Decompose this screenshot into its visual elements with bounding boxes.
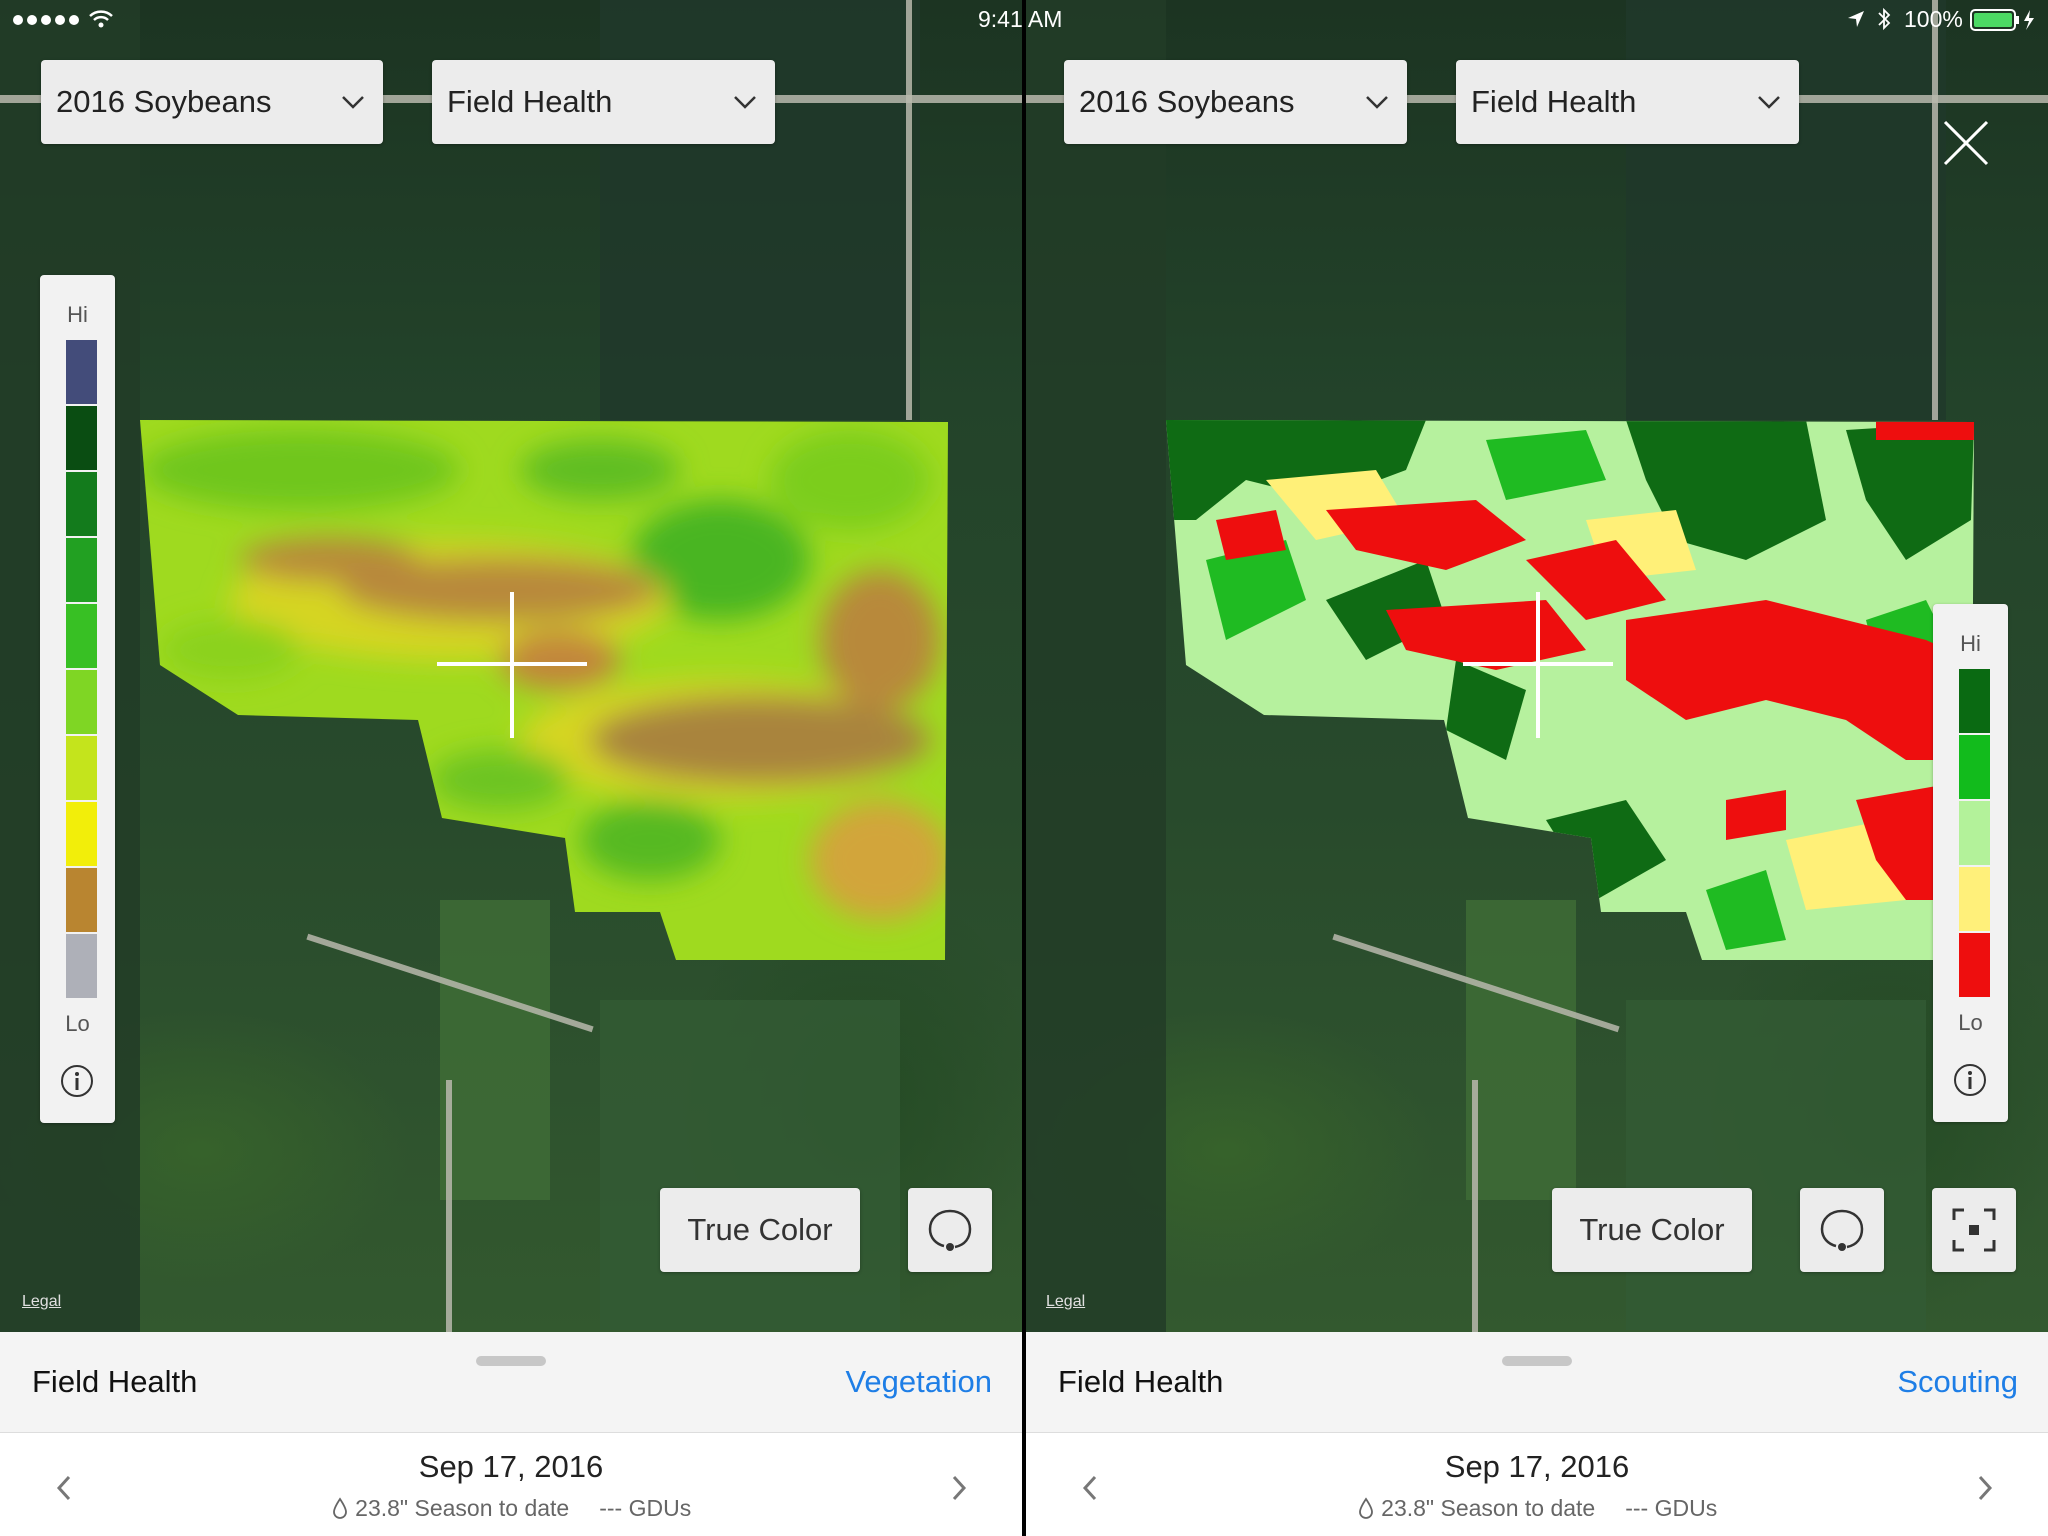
- legend-hi-label: Hi: [1960, 631, 1981, 656]
- legend-swatch: [1959, 867, 1990, 931]
- right-map-pane: 2016 Soybeans Field Health Hi Lo True Co…: [1026, 0, 2048, 1536]
- legend-swatch: [66, 406, 97, 470]
- true-color-button[interactable]: True Color: [660, 1188, 860, 1272]
- legend-swatch: [66, 604, 97, 668]
- date-navigator: Sep 17, 2016 23.8" Season to date --- GDU…: [1026, 1432, 2048, 1536]
- next-date-chevron-icon[interactable]: [947, 1473, 971, 1503]
- legend-swatch: [66, 868, 97, 932]
- lasso-draw-button[interactable]: [1800, 1188, 1884, 1272]
- layer-dropdown-label: Field Health: [447, 84, 613, 119]
- scouting-overlay: [1166, 420, 1974, 960]
- legend-swatch: [66, 538, 97, 602]
- gdus-text: --- GDUs: [1625, 1495, 1718, 1521]
- lasso-draw-button[interactable]: [908, 1188, 992, 1272]
- lasso-icon: [1820, 1209, 1864, 1251]
- crosshair-icon: [437, 592, 587, 738]
- legend-swatch: [66, 736, 97, 800]
- sheet-title: Field Health: [1058, 1364, 1224, 1399]
- legend-swatch: [66, 340, 97, 404]
- health-legend: Hi Lo: [40, 275, 115, 1123]
- battery-charging-icon: [1970, 9, 2034, 31]
- true-color-label: True Color: [1579, 1212, 1725, 1247]
- sheet-drag-handle[interactable]: [476, 1356, 546, 1366]
- raindrop-icon: [332, 1497, 347, 1519]
- crosshair-icon: [1463, 592, 1613, 738]
- sheet-title: Field Health: [32, 1364, 198, 1399]
- status-bar: 9:41 AM 100%: [0, 0, 2048, 40]
- rainfall-text: 23.8" Season to date: [1381, 1495, 1596, 1521]
- chevron-down-icon: [734, 96, 756, 109]
- bottom-sheet-header[interactable]: Field Health Scouting: [1026, 1332, 2048, 1432]
- legal-link[interactable]: Legal: [1046, 1293, 1086, 1310]
- date-label: Sep 17, 2016: [1444, 1449, 1630, 1484]
- rainfall-text: 23.8" Season to date: [355, 1495, 570, 1521]
- legend-swatch: [66, 934, 97, 998]
- wifi-icon: [89, 10, 113, 28]
- raindrop-icon: [1358, 1497, 1373, 1519]
- left-map-pane: 2016 Soybeans Field Health Hi Lo True Co…: [0, 0, 1022, 1536]
- layer-dropdown[interactable]: Field Health: [1456, 60, 1799, 144]
- season-dropdown[interactable]: 2016 Soybeans: [1064, 60, 1407, 144]
- vegetation-overlay: [140, 420, 948, 960]
- chevron-down-icon: [342, 96, 364, 109]
- season-dropdown[interactable]: 2016 Soybeans: [41, 60, 383, 144]
- info-icon[interactable]: [59, 1063, 95, 1099]
- legend-swatch: [66, 802, 97, 866]
- true-color-label: True Color: [687, 1212, 833, 1247]
- true-color-button[interactable]: True Color: [1552, 1188, 1752, 1272]
- vegetation-mode-link[interactable]: Vegetation: [845, 1364, 992, 1399]
- season-stats: 23.8" Season to date --- GDUs: [1026, 1495, 2048, 1522]
- previous-date-chevron-icon[interactable]: [1078, 1473, 1102, 1503]
- previous-date-chevron-icon[interactable]: [52, 1473, 76, 1503]
- date-navigator: Sep 17, 2016 23.8" Season to date --- GDU…: [0, 1432, 1022, 1536]
- clock-time: 9:41 AM: [978, 6, 1063, 32]
- info-icon[interactable]: [1952, 1062, 1988, 1098]
- gdus-text: --- GDUs: [599, 1495, 692, 1521]
- location-arrow-icon: [1848, 11, 1864, 27]
- scouting-mode-link[interactable]: Scouting: [1897, 1364, 2018, 1399]
- close-icon[interactable]: [1941, 118, 1991, 168]
- focus-frame-icon: [1952, 1208, 1996, 1252]
- legend-swatch: [1959, 669, 1990, 733]
- chevron-down-icon: [1758, 96, 1780, 109]
- next-date-chevron-icon[interactable]: [1973, 1473, 1997, 1503]
- battery-percent: 100%: [1904, 6, 1963, 32]
- sheet-drag-handle[interactable]: [1502, 1356, 1572, 1366]
- bottom-sheet-header[interactable]: Field Health Vegetation: [0, 1332, 1022, 1432]
- signal-strength-icon: [13, 15, 79, 25]
- legend-lo-label: Lo: [1958, 1010, 1983, 1035]
- legend-swatch: [66, 670, 97, 734]
- legend-swatch: [1959, 801, 1990, 865]
- recenter-button[interactable]: [1932, 1188, 2016, 1272]
- scouting-legend: Hi Lo: [1933, 604, 2008, 1122]
- legend-lo-label: Lo: [65, 1011, 90, 1036]
- split-divider[interactable]: [1022, 0, 1026, 1536]
- layer-dropdown[interactable]: Field Health: [432, 60, 775, 144]
- date-label: Sep 17, 2016: [418, 1449, 604, 1484]
- bluetooth-icon: [1878, 7, 1891, 31]
- season-dropdown-label: 2016 Soybeans: [56, 84, 272, 119]
- legend-swatch: [66, 472, 97, 536]
- legal-link[interactable]: Legal: [22, 1293, 62, 1310]
- lasso-icon: [928, 1209, 972, 1251]
- season-stats: 23.8" Season to date --- GDUs: [0, 1495, 1022, 1522]
- layer-dropdown-label: Field Health: [1471, 84, 1637, 119]
- season-dropdown-label: 2016 Soybeans: [1079, 84, 1295, 119]
- legend-swatch: [1959, 735, 1990, 799]
- legend-swatch: [1959, 933, 1990, 997]
- legend-hi-label: Hi: [67, 302, 88, 327]
- chevron-down-icon: [1366, 96, 1388, 109]
